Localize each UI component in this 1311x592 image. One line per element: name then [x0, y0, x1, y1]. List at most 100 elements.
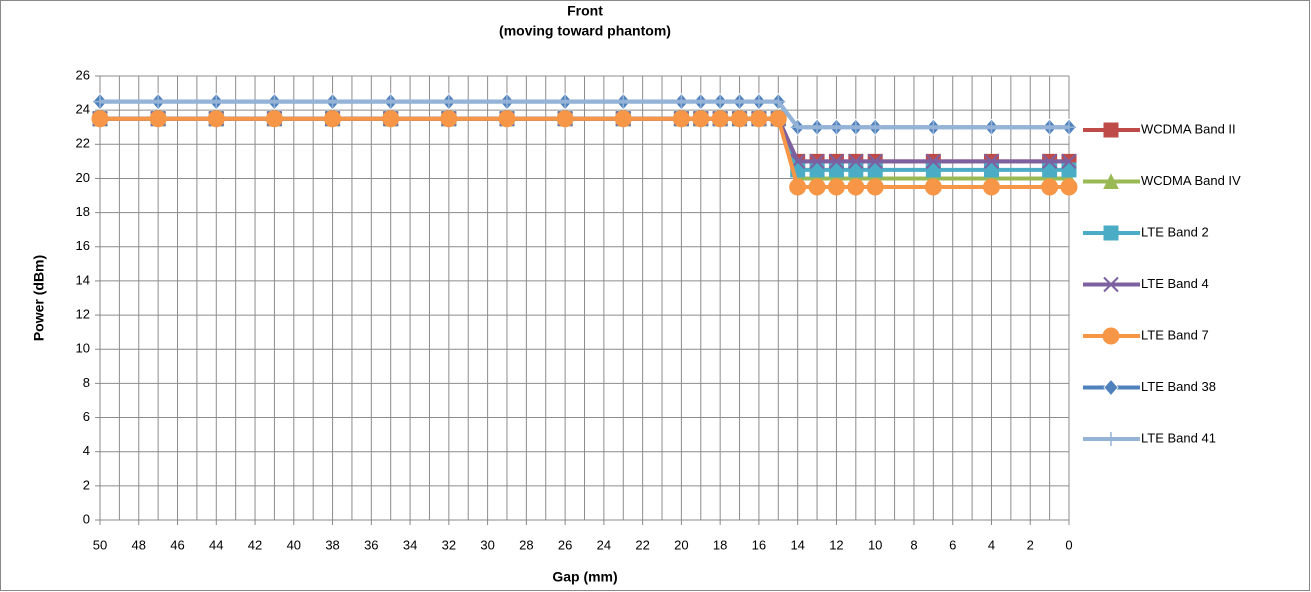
marker — [672, 110, 690, 128]
x-tick-label: 34 — [403, 537, 417, 552]
marker — [809, 153, 825, 170]
marker — [1061, 153, 1077, 170]
x-tick-label: 2 — [1027, 537, 1034, 552]
marker — [499, 94, 514, 109]
x-tick-label: 8 — [910, 537, 917, 552]
chart-title: Front — [567, 3, 603, 19]
x-tick-label: 46 — [170, 537, 184, 552]
y-tick-label: 2 — [83, 477, 90, 492]
y-tick-label: 4 — [83, 443, 90, 458]
x-tick-label: 12 — [829, 537, 843, 552]
y-tick-label: 10 — [76, 341, 90, 356]
marker — [983, 153, 1000, 170]
legend-label: WCDMA Band IV — [1141, 173, 1241, 188]
marker — [732, 94, 747, 109]
marker — [556, 110, 574, 128]
x-tick-label: 4 — [988, 537, 995, 552]
y-tick-label: 14 — [76, 272, 90, 287]
marker — [91, 110, 109, 128]
x-tick-label: 30 — [480, 537, 494, 552]
x-tick-label: 32 — [442, 537, 456, 552]
x-tick-label: 18 — [713, 537, 727, 552]
marker — [1062, 120, 1076, 135]
marker — [847, 178, 865, 196]
marker — [769, 110, 787, 128]
x-tick-label: 6 — [949, 537, 956, 552]
y-tick-label: 12 — [76, 307, 90, 322]
marker — [925, 153, 942, 170]
legend-marker — [1103, 122, 1119, 138]
x-tick-label: 42 — [248, 537, 262, 552]
x-tick-label: 0 — [1065, 537, 1072, 552]
marker — [382, 110, 400, 128]
legend-marker — [1103, 225, 1119, 241]
marker — [829, 120, 844, 135]
chart-subtitle: (moving toward phantom) — [499, 23, 671, 39]
marker — [1060, 178, 1078, 196]
marker — [325, 94, 340, 109]
marker — [674, 94, 689, 109]
legend-label: LTE Band 2 — [1141, 224, 1209, 239]
marker — [848, 153, 864, 170]
marker — [848, 120, 863, 135]
y-tick-label: 20 — [76, 170, 90, 185]
marker — [324, 110, 342, 128]
y-tick-label: 0 — [83, 511, 90, 526]
marker — [614, 110, 632, 128]
marker — [828, 153, 845, 170]
marker — [149, 110, 167, 128]
marker — [750, 110, 768, 128]
x-tick-label: 36 — [364, 537, 378, 552]
marker — [810, 120, 825, 135]
marker — [1041, 178, 1059, 196]
marker — [692, 110, 710, 128]
legend-marker — [1104, 432, 1118, 446]
x-tick-label: 22 — [635, 537, 649, 552]
marker — [866, 178, 884, 196]
marker — [751, 94, 766, 109]
x-tick-label: 26 — [558, 537, 572, 552]
x-tick-label: 20 — [674, 537, 688, 552]
marker — [1041, 153, 1058, 170]
legend-marker — [1102, 327, 1120, 345]
y-tick-label: 16 — [76, 238, 90, 253]
legend-marker — [1103, 276, 1119, 293]
marker — [693, 94, 708, 109]
marker — [713, 94, 728, 109]
marker — [808, 178, 826, 196]
marker — [711, 110, 729, 128]
x-tick-label: 40 — [287, 537, 301, 552]
marker — [1042, 120, 1057, 135]
marker — [209, 94, 224, 109]
x-tick-label: 44 — [209, 537, 223, 552]
marker — [498, 110, 516, 128]
marker — [771, 94, 786, 109]
legend-label: LTE Band 41 — [1141, 430, 1216, 445]
marker — [267, 94, 282, 109]
legend-marker — [1103, 173, 1119, 189]
x-tick-label: 16 — [752, 537, 766, 552]
marker — [731, 110, 749, 128]
y-tick-label: 8 — [83, 375, 90, 390]
y-tick-label: 6 — [83, 409, 90, 424]
marker — [441, 94, 456, 109]
x-tick-label: 50 — [93, 537, 107, 552]
y-tick-label: 24 — [76, 102, 90, 117]
marker — [867, 153, 883, 170]
marker — [789, 178, 807, 196]
marker — [265, 110, 283, 128]
marker — [558, 94, 573, 109]
marker — [924, 178, 942, 196]
marker — [383, 94, 398, 109]
marker — [616, 94, 631, 109]
y-axis-label: Power (dBm) — [31, 255, 47, 341]
legend-marker — [1103, 378, 1119, 397]
x-tick-label: 14 — [790, 537, 804, 552]
marker — [93, 94, 107, 109]
marker — [926, 120, 941, 135]
marker — [982, 178, 1000, 196]
marker — [207, 110, 225, 128]
marker — [827, 178, 845, 196]
